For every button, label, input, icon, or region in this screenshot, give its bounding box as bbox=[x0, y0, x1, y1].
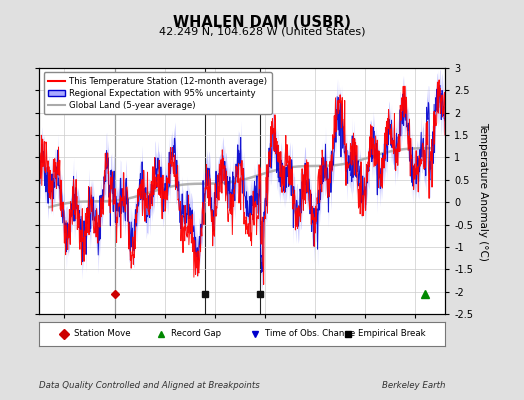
Text: Time of Obs. Change: Time of Obs. Change bbox=[265, 330, 355, 338]
Text: Record Gap: Record Gap bbox=[171, 330, 222, 338]
Text: Empirical Break: Empirical Break bbox=[358, 330, 425, 338]
Text: WHALEN DAM (USBR): WHALEN DAM (USBR) bbox=[173, 15, 351, 30]
Text: Data Quality Controlled and Aligned at Breakpoints: Data Quality Controlled and Aligned at B… bbox=[39, 381, 260, 390]
Text: Station Move: Station Move bbox=[74, 330, 130, 338]
Y-axis label: Temperature Anomaly (°C): Temperature Anomaly (°C) bbox=[477, 122, 488, 260]
Legend: This Temperature Station (12-month average), Regional Expectation with 95% uncer: This Temperature Station (12-month avera… bbox=[43, 72, 272, 114]
Text: Berkeley Earth: Berkeley Earth bbox=[382, 381, 445, 390]
Text: 42.249 N, 104.628 W (United States): 42.249 N, 104.628 W (United States) bbox=[159, 26, 365, 36]
